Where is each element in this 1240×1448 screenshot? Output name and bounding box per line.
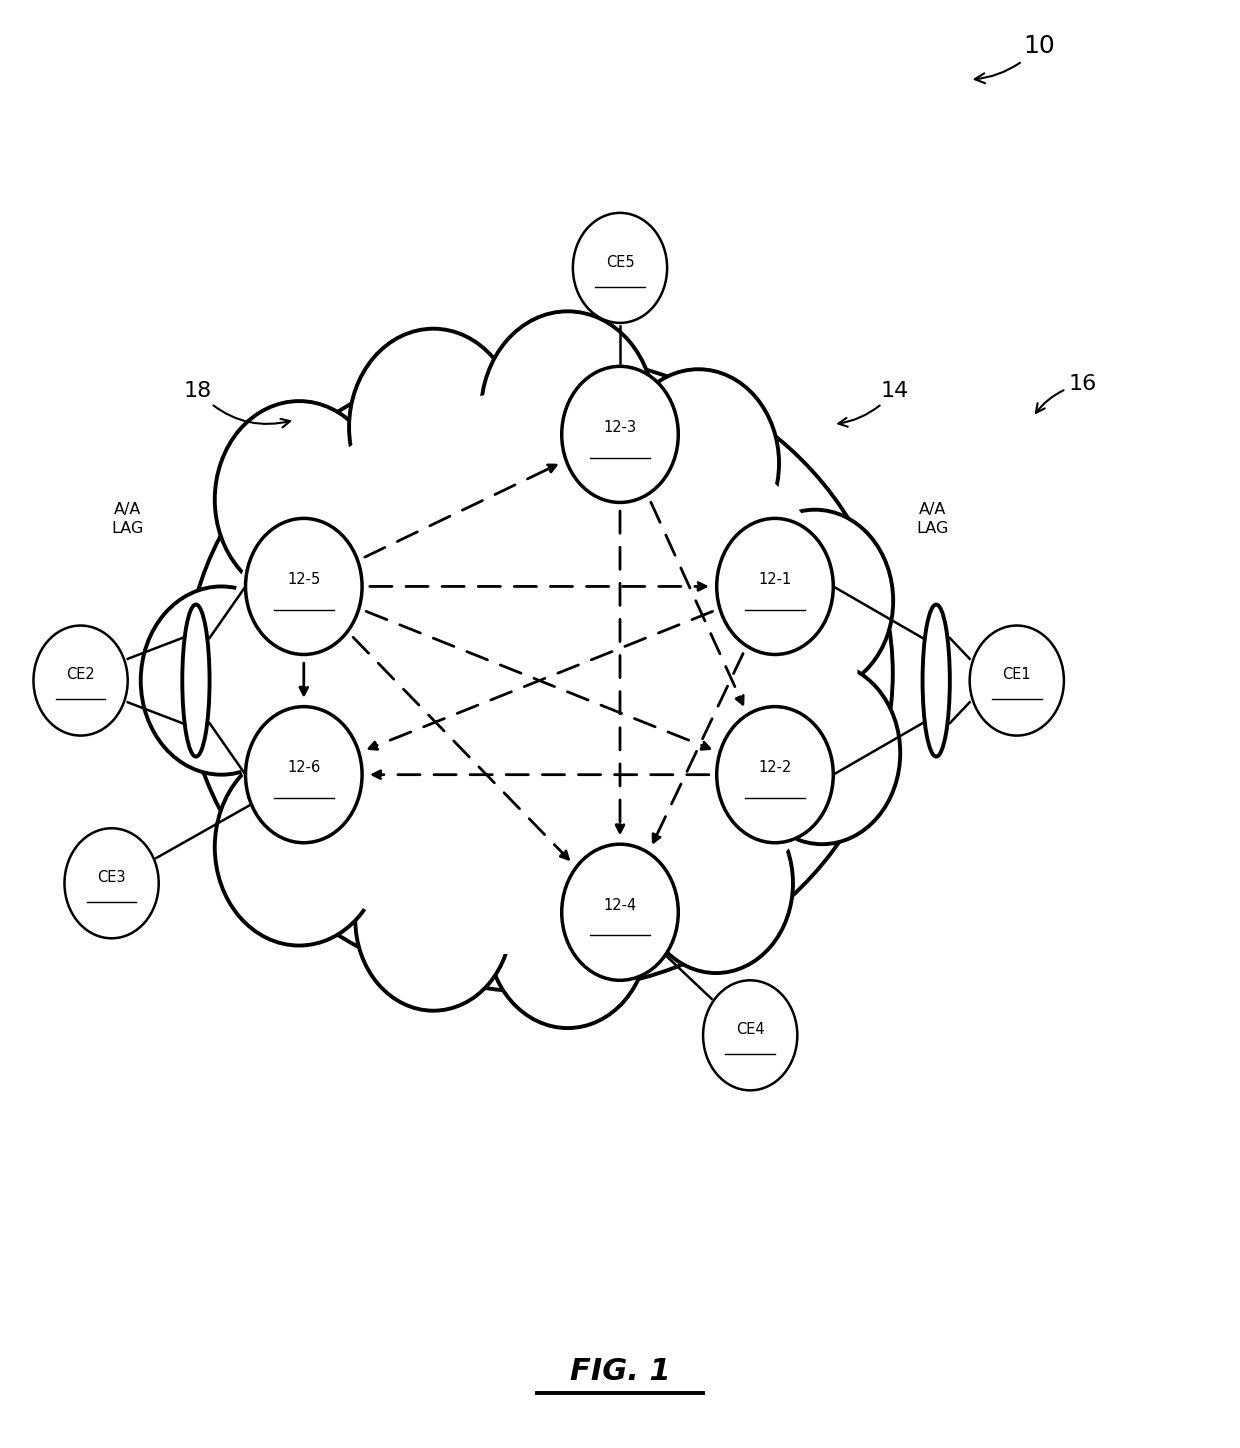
Text: CE5: CE5 (605, 255, 635, 269)
Circle shape (350, 329, 518, 526)
Circle shape (744, 662, 900, 844)
Text: CE2: CE2 (66, 668, 95, 682)
Circle shape (481, 311, 655, 514)
Circle shape (717, 518, 833, 654)
FancyArrowPatch shape (370, 611, 713, 749)
Text: 10: 10 (975, 35, 1055, 84)
Text: 12-6: 12-6 (288, 760, 320, 775)
Text: 12-1: 12-1 (759, 572, 791, 586)
FancyArrowPatch shape (653, 653, 743, 843)
FancyArrowPatch shape (353, 637, 568, 859)
Ellipse shape (182, 605, 210, 756)
FancyArrowPatch shape (366, 611, 709, 749)
Circle shape (140, 586, 301, 775)
Circle shape (246, 518, 362, 654)
Circle shape (703, 980, 797, 1090)
Ellipse shape (923, 605, 950, 756)
Circle shape (562, 366, 678, 502)
Circle shape (640, 794, 794, 973)
Text: CE3: CE3 (98, 870, 125, 885)
Text: 18: 18 (184, 381, 290, 427)
Circle shape (970, 626, 1064, 736)
Ellipse shape (221, 391, 858, 956)
Text: 16: 16 (1035, 374, 1097, 413)
Text: CE1: CE1 (1002, 668, 1032, 682)
FancyArrowPatch shape (365, 465, 557, 557)
Text: FIG. 1: FIG. 1 (569, 1357, 671, 1386)
FancyArrowPatch shape (300, 663, 308, 695)
Circle shape (33, 626, 128, 736)
Circle shape (215, 749, 383, 946)
Circle shape (717, 707, 833, 843)
Text: 12-5: 12-5 (288, 572, 320, 586)
Text: 12-4: 12-4 (604, 898, 636, 912)
Text: 12-2: 12-2 (759, 760, 791, 775)
Circle shape (737, 510, 893, 692)
Circle shape (618, 369, 779, 557)
Circle shape (562, 844, 678, 980)
Circle shape (64, 828, 159, 938)
Circle shape (246, 707, 362, 843)
FancyArrowPatch shape (373, 770, 709, 779)
FancyArrowPatch shape (370, 582, 706, 591)
Text: 14: 14 (838, 381, 909, 427)
Circle shape (487, 840, 649, 1028)
Ellipse shape (186, 355, 893, 992)
FancyArrowPatch shape (651, 502, 743, 704)
Circle shape (573, 213, 667, 323)
Text: CE4: CE4 (735, 1022, 765, 1037)
Text: A/A
LAG: A/A LAG (916, 502, 949, 536)
FancyArrowPatch shape (616, 511, 624, 833)
Circle shape (355, 828, 511, 1011)
Text: A/A
LAG: A/A LAG (112, 502, 144, 536)
Circle shape (215, 401, 383, 598)
Text: 12-3: 12-3 (604, 420, 636, 434)
